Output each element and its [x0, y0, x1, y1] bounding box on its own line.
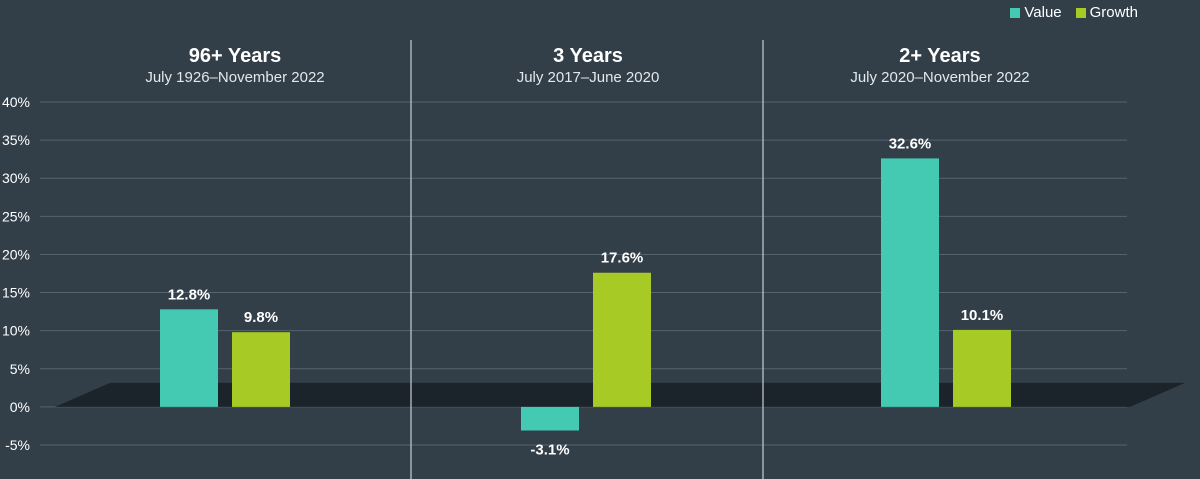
panel-subtitle: July 1926–November 2022	[145, 69, 325, 86]
bar-value	[160, 309, 218, 407]
legend-label-growth: Growth	[1089, 4, 1138, 21]
panel-header-3-years: 3 Years July 2017–June 2020	[412, 44, 764, 88]
y-tick-label: 15%	[2, 285, 30, 301]
data-label: 9.8%	[244, 309, 278, 326]
y-tick-label: 40%	[2, 94, 30, 110]
panel-title: 2+ Years	[899, 45, 981, 67]
bar-value	[881, 158, 939, 407]
data-label: -3.1%	[530, 442, 569, 459]
panel-title: 96+ Years	[188, 45, 282, 67]
y-tick-label: 5%	[10, 361, 30, 377]
y-tick-label: 35%	[2, 132, 30, 148]
bar-growth	[953, 329, 1011, 407]
legend-swatch-value	[1010, 7, 1021, 18]
y-tick-label: 0%	[10, 399, 30, 415]
y-tick-label: 20%	[2, 246, 30, 262]
legend-item-growth: Growth	[1075, 4, 1138, 21]
y-tick-label: -5%	[5, 437, 30, 453]
panel-header-2-years: 2+ Years July 2020–November 2022	[764, 44, 1116, 88]
y-tick-label: 25%	[2, 208, 30, 224]
legend-label-value: Value	[1024, 4, 1062, 21]
legend-swatch-growth	[1075, 7, 1086, 18]
data-label: 17.6%	[601, 250, 644, 267]
data-label: 32.6%	[889, 135, 932, 152]
panel-subtitle: July 2017–June 2020	[516, 69, 660, 86]
bar-growth	[593, 272, 651, 407]
legend: Value Growth	[1010, 4, 1138, 21]
panel-title: 3 Years	[553, 45, 623, 67]
legend-item-value: Value	[1010, 4, 1062, 21]
data-label: 10.1%	[961, 307, 1004, 324]
panel-subtitle: July 2020–November 2022	[850, 69, 1030, 86]
panel-header-96-years: 96+ Years July 1926–November 2022	[60, 44, 410, 88]
y-tick-label: 10%	[2, 323, 30, 339]
data-label: 12.8%	[168, 286, 211, 303]
bar-value	[521, 406, 579, 431]
bar-growth	[232, 332, 290, 407]
y-tick-label: 30%	[2, 170, 30, 186]
